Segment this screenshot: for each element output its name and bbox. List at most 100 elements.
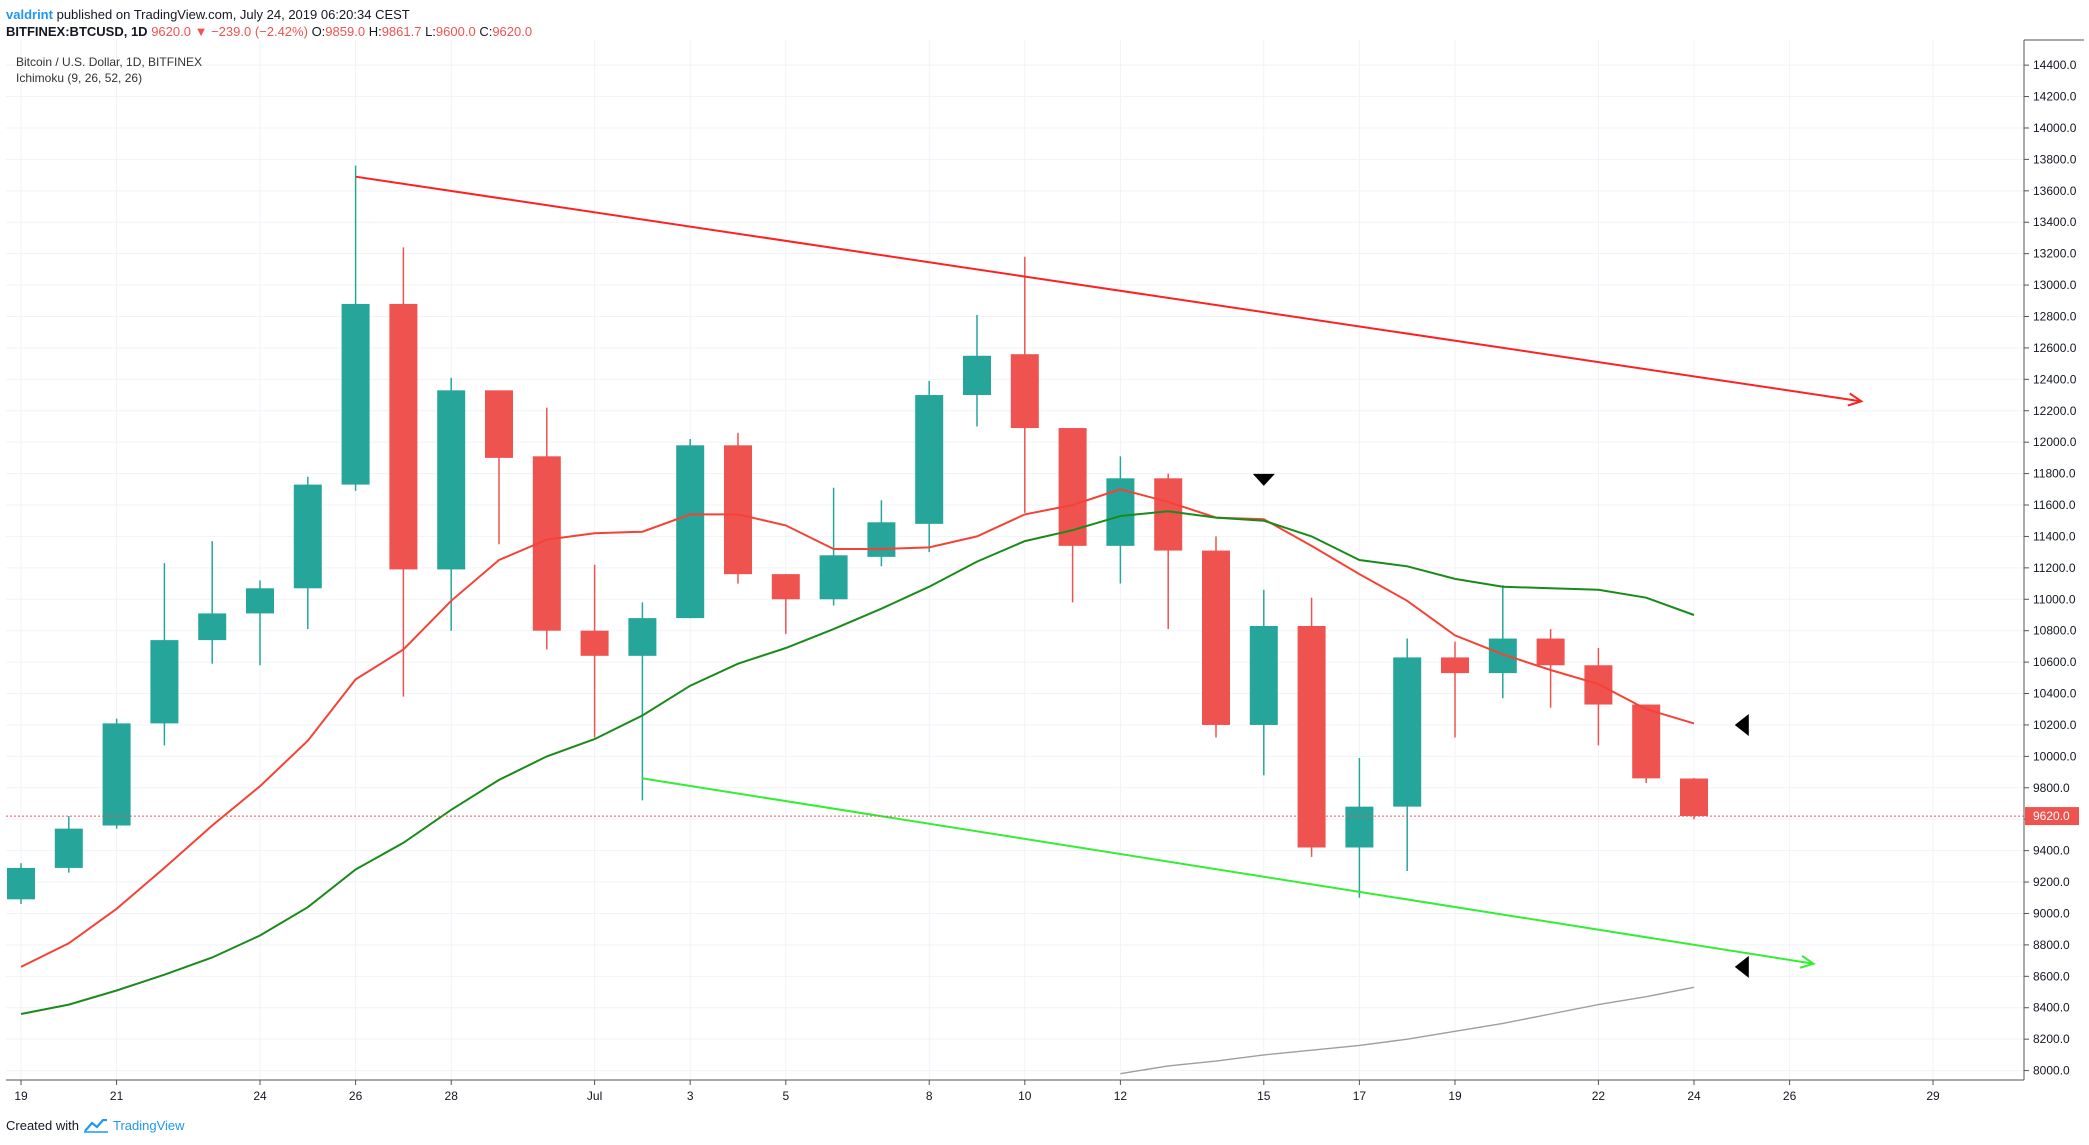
x-tick-label: 3	[687, 1089, 694, 1103]
x-tick-label: 5	[782, 1089, 789, 1103]
y-tick-label: 14000.0	[2033, 121, 2077, 135]
candle	[819, 487, 848, 606]
candle-body	[963, 355, 991, 396]
x-tick-label: 15	[1257, 1089, 1271, 1103]
candle	[1536, 629, 1565, 708]
footer-created-text: Created with	[6, 1118, 79, 1133]
y-tick-label: 11000.0	[2033, 592, 2076, 606]
y-tick-label: 10200.0	[2033, 718, 2077, 732]
x-tick-label: 29	[1926, 1089, 1940, 1103]
x-tick-label: 12	[1114, 1089, 1128, 1103]
y-tick-label: 10600.0	[2033, 655, 2077, 669]
candle-body	[1297, 625, 1326, 848]
candle-body	[1680, 778, 1708, 817]
candle-body	[1441, 657, 1469, 674]
candle-body	[437, 390, 466, 570]
candle-body	[293, 484, 322, 589]
y-tick-label: 12400.0	[2033, 372, 2077, 386]
candle-body	[628, 618, 657, 656]
candle	[532, 407, 561, 650]
y-tick-label: 12000.0	[2033, 435, 2077, 449]
symbol-label: BITFINEX:BTCUSD, 1D	[6, 24, 148, 39]
candle-body	[198, 613, 227, 641]
ohlc-bar: BITFINEX:BTCUSD, 1D 9620.0 ▼ −239.0 (−2.…	[6, 23, 532, 41]
candle	[437, 377, 466, 631]
candle	[1632, 704, 1661, 784]
x-tick-label: 19	[1448, 1089, 1462, 1103]
candle-body	[1393, 657, 1422, 807]
candle-body	[54, 828, 83, 868]
publish-info: valdrint published on TradingView.com, J…	[6, 6, 410, 24]
candle-body	[1010, 354, 1039, 429]
y-tick-label: 8600.0	[2033, 969, 2070, 983]
y-tick-label: 13600.0	[2033, 184, 2077, 198]
open-label: O:	[311, 24, 326, 39]
y-tick-label: 8400.0	[2033, 1001, 2070, 1015]
x-tick-label: 17	[1353, 1089, 1367, 1103]
candle	[1680, 778, 1708, 820]
y-tick-label: 9400.0	[2033, 844, 2070, 858]
candles	[7, 165, 1708, 905]
y-tick-label: 11400.0	[2033, 529, 2076, 543]
legend-indicator[interactable]: Ichimoku (9, 26, 52, 26)	[16, 71, 143, 85]
lagging-span-line	[1120, 986, 1695, 1075]
candle	[389, 247, 418, 697]
close-label: C:	[479, 24, 493, 39]
candle	[54, 816, 83, 873]
down-triangle-marker-icon	[1252, 473, 1275, 486]
chart-legend: Bitcoin / U.S. Dollar, 1D, BITFINEX Ichi…	[16, 54, 202, 86]
x-tick-label: 26	[1783, 1089, 1797, 1103]
footer-brand[interactable]: TradingView	[112, 1118, 185, 1133]
x-tick-label: 26	[349, 1089, 363, 1103]
legend-title: Bitcoin / U.S. Dollar, 1D, BITFINEX	[16, 55, 203, 69]
candle	[1297, 597, 1326, 857]
candle	[580, 564, 609, 738]
support-arrow-icon	[1799, 954, 1816, 969]
support-trendline	[642, 777, 1814, 965]
high-value: 9861.7	[381, 24, 422, 39]
candle	[102, 718, 131, 829]
candle	[1441, 641, 1469, 738]
candle	[867, 500, 896, 567]
candle-body	[1249, 625, 1278, 725]
low-label: L:	[425, 24, 436, 39]
x-tick-label: 28	[445, 1089, 459, 1103]
candle-body	[1345, 806, 1374, 848]
x-tick-label: 22	[1592, 1089, 1606, 1103]
resistance-arrow-icon	[1847, 392, 1864, 407]
conversion-line	[20, 488, 1695, 968]
candle-body	[7, 867, 35, 900]
candle	[1249, 589, 1278, 776]
y-tick-label: 13400.0	[2033, 215, 2077, 229]
author-link[interactable]: valdrint	[6, 7, 53, 22]
base-line	[20, 510, 1695, 1015]
y-tick-label: 11200.0	[2033, 561, 2076, 575]
x-tick-label: 24	[1687, 1089, 1701, 1103]
y-tick-label: 9200.0	[2033, 875, 2070, 889]
candle	[628, 602, 657, 801]
candle	[1393, 638, 1422, 872]
open-value: 9859.0	[325, 24, 366, 39]
footer: Created with TradingView	[6, 1118, 185, 1133]
publish-text: published on TradingView.com, July 24, 2…	[56, 7, 410, 22]
tradingview-logo-icon	[83, 1118, 108, 1133]
candle-body	[1632, 704, 1661, 779]
y-tick-label: 11800.0	[2033, 467, 2076, 481]
candle-body	[246, 588, 274, 614]
x-tick-label: Jul	[587, 1089, 602, 1103]
candle-body	[389, 303, 418, 570]
low-value: 9600.0	[435, 24, 476, 39]
last-price-label: 9620.0	[2033, 809, 2070, 823]
y-tick-label: 14400.0	[2033, 58, 2077, 72]
candle	[963, 314, 991, 427]
y-tick-label: 12600.0	[2033, 341, 2077, 355]
y-tick-label: 10800.0	[2033, 624, 2077, 638]
candle-body	[580, 630, 609, 656]
close-value: 9620.0	[492, 24, 533, 39]
x-tick-label: 19	[14, 1089, 28, 1103]
candle	[724, 432, 752, 584]
candle-body	[819, 555, 848, 600]
y-tick-label: 9800.0	[2033, 781, 2070, 795]
y-tick-label: 13000.0	[2033, 278, 2077, 292]
